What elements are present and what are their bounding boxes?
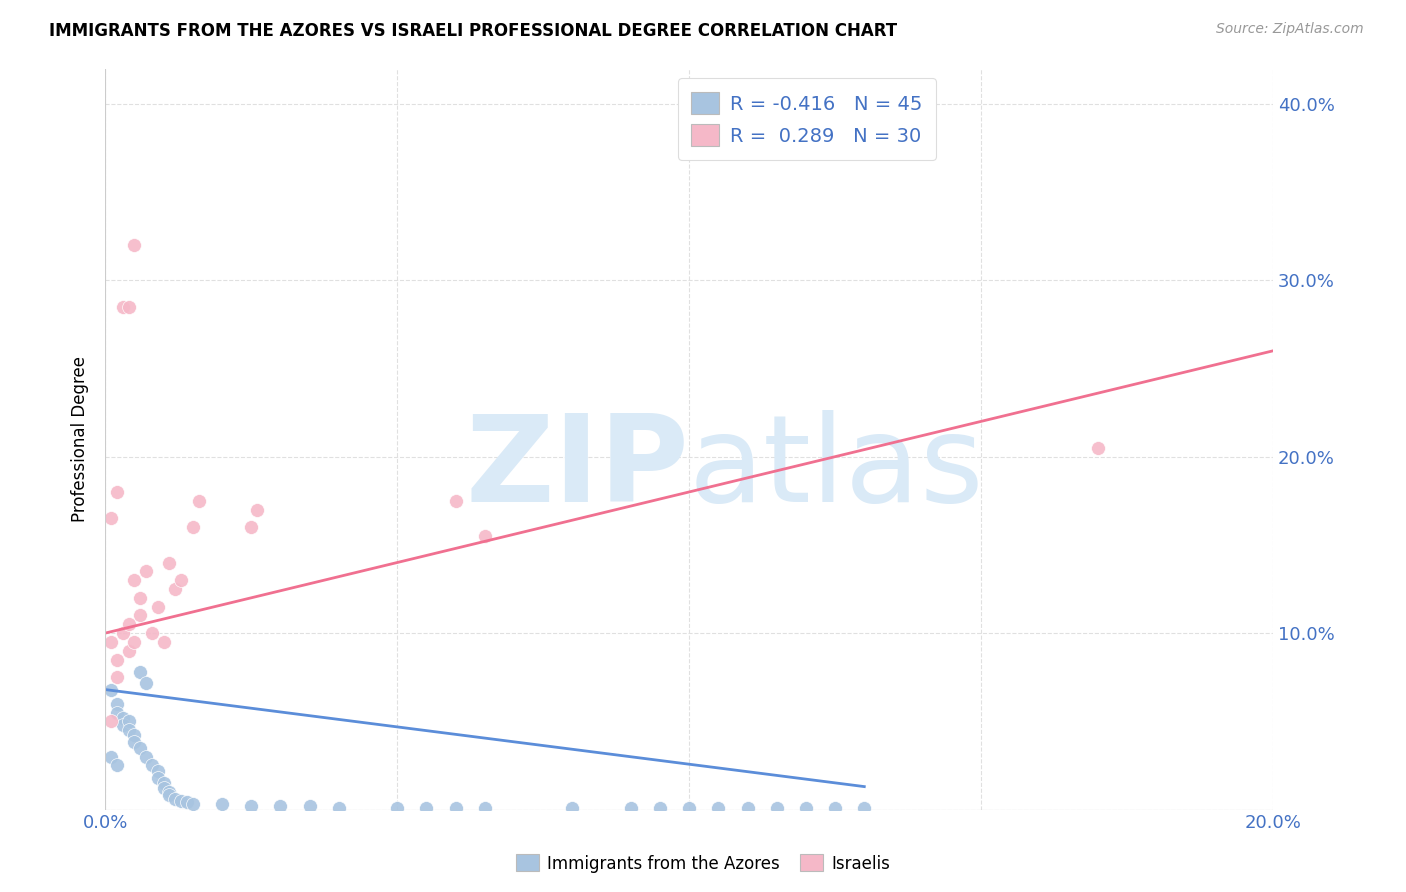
Point <box>100 749 122 764</box>
Point <box>298 799 321 814</box>
Point <box>187 493 209 508</box>
Point <box>141 758 163 772</box>
Point <box>117 714 139 729</box>
Point <box>853 801 876 815</box>
Point <box>181 520 204 534</box>
Point <box>385 801 408 815</box>
Point <box>141 626 163 640</box>
Point <box>794 801 817 815</box>
Y-axis label: Professional Degree: Professional Degree <box>72 356 89 522</box>
Point <box>124 635 146 649</box>
Point <box>246 502 269 516</box>
Point <box>240 799 263 814</box>
Point <box>129 591 152 605</box>
Point <box>620 801 643 815</box>
Point <box>707 801 730 815</box>
Point <box>415 801 437 815</box>
Point <box>100 714 122 729</box>
Point <box>474 801 496 815</box>
Point <box>165 582 187 596</box>
Point <box>105 670 128 684</box>
Text: IMMIGRANTS FROM THE AZORES VS ISRAELI PROFESSIONAL DEGREE CORRELATION CHART: IMMIGRANTS FROM THE AZORES VS ISRAELI PR… <box>49 22 897 40</box>
Point <box>181 797 204 812</box>
Point <box>117 644 139 658</box>
Point <box>124 728 146 742</box>
Point <box>146 599 169 614</box>
Point <box>444 493 467 508</box>
Point <box>100 511 122 525</box>
Point <box>129 740 152 755</box>
Point <box>165 792 187 806</box>
Point <box>170 794 193 808</box>
Point <box>117 617 139 632</box>
Point <box>152 776 174 790</box>
Point <box>117 300 139 314</box>
Point <box>765 801 787 815</box>
Point <box>474 529 496 543</box>
Point <box>111 626 134 640</box>
Point <box>105 758 128 772</box>
Point <box>648 801 671 815</box>
Point <box>105 485 128 500</box>
Point <box>561 801 583 815</box>
Point <box>100 682 122 697</box>
Text: ZIP: ZIP <box>465 410 689 527</box>
Point <box>737 801 759 815</box>
Point <box>170 573 193 587</box>
Point <box>159 785 181 799</box>
Point <box>111 300 134 314</box>
Point <box>111 718 134 732</box>
Point <box>269 799 291 814</box>
Point <box>328 801 350 815</box>
Point <box>444 801 467 815</box>
Point <box>105 706 128 720</box>
Point <box>146 764 169 778</box>
Point <box>159 556 181 570</box>
Point <box>105 697 128 711</box>
Point <box>124 573 146 587</box>
Point <box>152 781 174 796</box>
Point <box>135 749 157 764</box>
Point <box>129 665 152 679</box>
Point <box>146 771 169 785</box>
Point <box>105 652 128 666</box>
Point <box>176 796 198 810</box>
Point <box>111 711 134 725</box>
Point <box>152 635 174 649</box>
Point <box>124 238 146 252</box>
Point <box>135 675 157 690</box>
Legend: Immigrants from the Azores, Israelis: Immigrants from the Azores, Israelis <box>509 847 897 880</box>
Point <box>824 801 846 815</box>
Point <box>211 797 233 812</box>
Point <box>117 723 139 738</box>
Text: Source: ZipAtlas.com: Source: ZipAtlas.com <box>1216 22 1364 37</box>
Point <box>1087 441 1109 455</box>
Legend: R = -0.416   N = 45, R =  0.289   N = 30: R = -0.416 N = 45, R = 0.289 N = 30 <box>678 78 936 160</box>
Point <box>240 520 263 534</box>
Text: atlas: atlas <box>689 410 984 527</box>
Point <box>678 801 700 815</box>
Point <box>124 735 146 749</box>
Point <box>100 635 122 649</box>
Point <box>135 565 157 579</box>
Point <box>129 608 152 623</box>
Point <box>159 789 181 803</box>
